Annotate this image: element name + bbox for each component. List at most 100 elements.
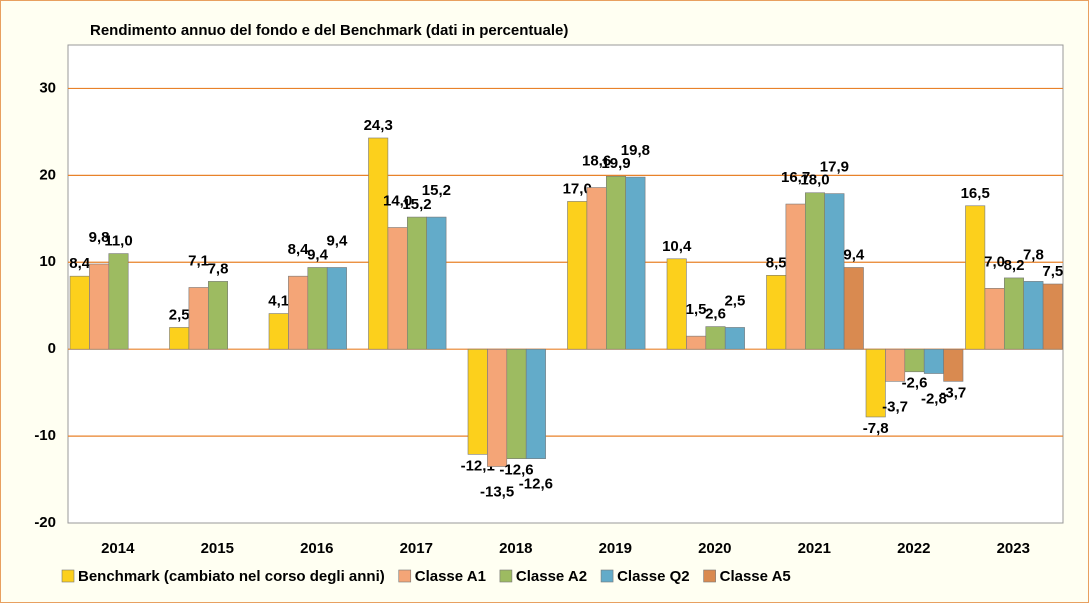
bar — [904, 348, 925, 373]
value-label: 19,8 — [621, 142, 650, 159]
bar — [1003, 277, 1024, 350]
legend-swatch — [61, 569, 75, 583]
bar — [824, 193, 845, 350]
bar — [843, 267, 864, 350]
x-tick-label: 2014 — [101, 540, 135, 557]
value-label: 18,6 — [582, 152, 611, 169]
value-label: 1,5 — [686, 301, 707, 318]
bar — [943, 348, 964, 382]
bar — [666, 258, 687, 350]
value-label: 18,0 — [800, 172, 829, 189]
bar — [766, 275, 787, 350]
value-label: 8,4 — [69, 255, 91, 272]
value-label: 15,2 — [422, 182, 451, 199]
value-label: -3,7 — [940, 384, 966, 401]
x-tick-label: 2018 — [499, 540, 532, 557]
value-label: -12,6 — [499, 462, 533, 479]
value-label: 7,8 — [208, 260, 229, 277]
bar — [865, 348, 886, 418]
value-label: 17,0 — [563, 180, 592, 197]
value-label: -3,7 — [882, 398, 908, 415]
y-tick-label: -10 — [34, 427, 56, 444]
y-tick-label: 20 — [39, 166, 56, 183]
value-label: 4,1 — [268, 293, 289, 310]
bar — [506, 348, 527, 459]
bar — [188, 287, 209, 350]
bar — [426, 216, 447, 350]
bar — [108, 253, 129, 350]
x-tick-label: 2023 — [997, 540, 1030, 557]
value-label: -2,6 — [902, 375, 928, 392]
value-label: 7,5 — [1042, 263, 1063, 280]
value-label: 14,0 — [383, 192, 412, 209]
y-tick-label: 30 — [39, 79, 56, 96]
bar — [307, 267, 328, 350]
value-label: 17,9 — [820, 159, 849, 176]
bar — [1023, 281, 1044, 350]
value-label: 9,8 — [89, 229, 110, 246]
bar — [625, 176, 646, 350]
legend-swatch — [499, 569, 513, 583]
legend-label: Classe Q2 — [617, 568, 690, 585]
bar — [1042, 283, 1063, 350]
legend-swatch — [600, 569, 614, 583]
bar — [89, 263, 110, 350]
bar — [923, 348, 944, 374]
value-label: -12,1 — [461, 457, 495, 474]
value-label: 2,6 — [705, 306, 726, 323]
bar — [368, 137, 389, 350]
value-label: -13,5 — [480, 483, 514, 500]
value-label: 2,5 — [724, 292, 745, 309]
bar — [169, 327, 190, 350]
bar — [406, 216, 427, 350]
bar — [605, 175, 626, 350]
bar — [208, 281, 229, 350]
value-label: 9,4 — [843, 246, 865, 263]
x-tick-label: 2019 — [599, 540, 632, 557]
bar — [686, 335, 707, 350]
legend-label: Classe A1 — [415, 568, 486, 585]
value-label: 7,1 — [188, 252, 209, 269]
x-tick-label: 2016 — [300, 540, 333, 557]
value-label: 24,3 — [364, 117, 393, 134]
bar — [467, 348, 488, 455]
value-label: -7,8 — [863, 420, 889, 437]
bar — [705, 326, 726, 350]
value-label: 16,5 — [961, 185, 990, 202]
legend-swatch — [703, 569, 716, 583]
bar — [326, 267, 347, 350]
value-label: 15,2 — [402, 196, 431, 213]
bar — [965, 205, 986, 350]
value-label: 8,4 — [288, 241, 310, 258]
bar — [785, 203, 806, 350]
bar — [567, 201, 588, 350]
value-label: -12,6 — [519, 476, 553, 493]
value-label: 7,8 — [1023, 246, 1044, 263]
bar — [268, 313, 289, 350]
value-label: 9,4 — [307, 246, 329, 263]
x-tick-label: 2021 — [798, 540, 831, 557]
legend-label: Benchmark (cambiato nel corso degli anni… — [78, 568, 385, 585]
y-tick-label: 10 — [39, 253, 56, 270]
bar — [288, 275, 309, 350]
value-label: 8,5 — [766, 254, 787, 271]
legend-label: Classe A2 — [516, 568, 587, 585]
legend-swatch — [398, 569, 412, 583]
chart-title: Rendimento annuo del fondo e del Benchma… — [90, 22, 568, 39]
value-label: 10,4 — [662, 238, 692, 255]
x-tick-label: 2017 — [400, 540, 433, 557]
bar — [69, 275, 90, 350]
bar — [984, 288, 1005, 350]
bar — [487, 348, 508, 467]
bar — [724, 327, 745, 350]
y-tick-label: 0 — [48, 340, 56, 357]
value-label: 8,2 — [1004, 257, 1025, 274]
value-label: 2,5 — [169, 306, 190, 323]
value-label: 19,9 — [601, 155, 630, 172]
bar — [586, 187, 607, 350]
bar — [387, 227, 408, 350]
value-label: -2,8 — [921, 390, 947, 407]
value-label: 16,7 — [781, 169, 810, 186]
x-tick-label: 2020 — [698, 540, 731, 557]
